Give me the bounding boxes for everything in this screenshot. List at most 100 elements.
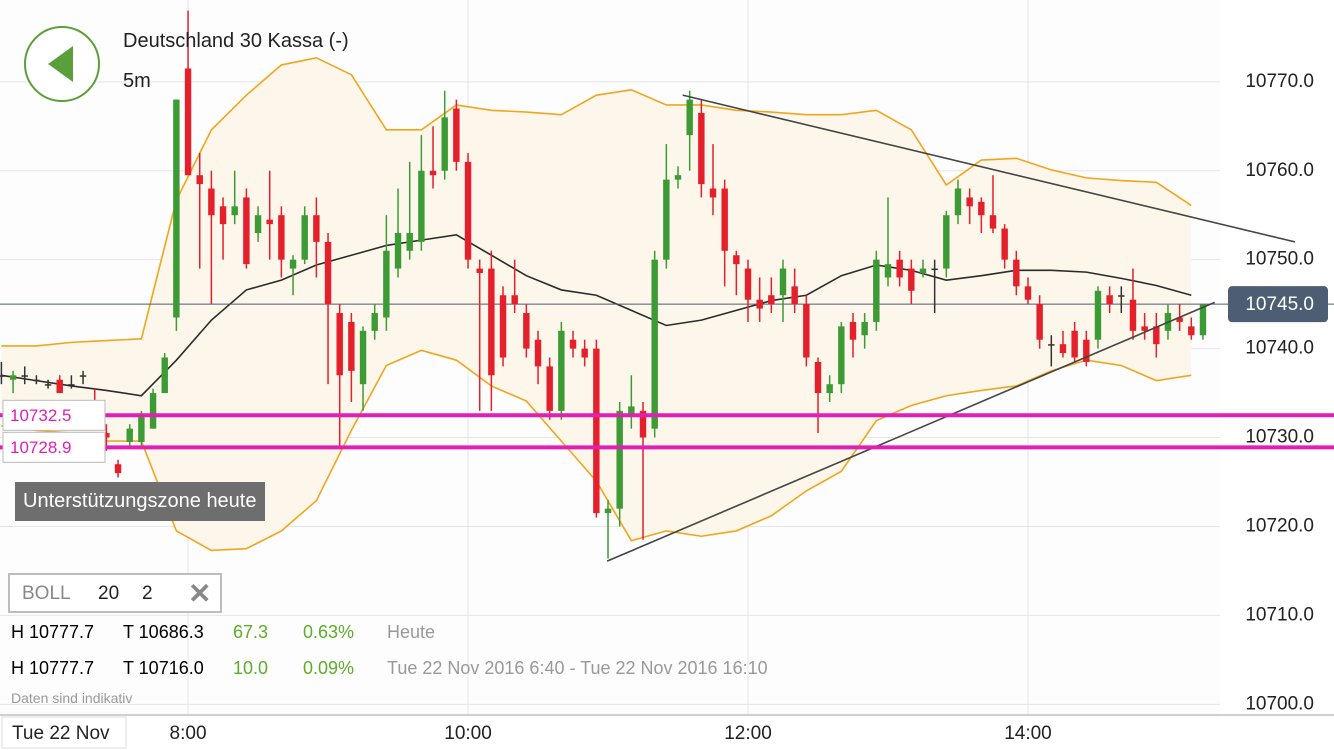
candle-body [698, 112, 705, 185]
candle-body [336, 313, 343, 376]
candle-body [1001, 228, 1008, 260]
candle-body [161, 357, 168, 394]
candle-body [721, 188, 728, 251]
candle-body [418, 170, 425, 242]
trendline [682, 94, 1296, 243]
candle-body [604, 508, 612, 514]
indicator-period: 20 [98, 583, 120, 604]
candle-body [149, 393, 157, 429]
band-middle [1, 233, 1192, 397]
date-box [1, 716, 127, 749]
candle-body [406, 232, 413, 251]
x-axis-strip [0, 716, 1334, 750]
candle-body [1036, 304, 1043, 340]
candle-body [9, 375, 17, 380]
candle-body [138, 415, 145, 442]
candle-body [114, 464, 122, 474]
candle-body [1129, 299, 1137, 331]
candle-body [44, 384, 52, 386]
candle-body [278, 215, 285, 260]
candle-body [674, 175, 682, 180]
current-price-box [1228, 286, 1328, 323]
candle-body [581, 348, 588, 358]
y-tick-label: 10750.0 [1245, 249, 1314, 270]
candle-body [348, 321, 355, 371]
candle-body [126, 428, 133, 442]
candle-body [254, 215, 262, 233]
candle-body [464, 161, 472, 260]
candle-body [243, 197, 250, 265]
candle-body [383, 250, 390, 318]
candle-body [954, 188, 962, 216]
indicator-remove[interactable]: ✕ [188, 578, 212, 609]
candle-body [733, 255, 740, 265]
interval-label[interactable]: 5m [123, 70, 151, 92]
candle-body [651, 259, 658, 429]
candle-body [394, 232, 402, 269]
candle-body [429, 170, 437, 176]
candle-body [791, 286, 798, 305]
candle-body [628, 406, 635, 416]
candle-body [289, 259, 297, 269]
support-zone-annotation: Unterstützungszone heute [15, 482, 265, 521]
candle-body [1153, 326, 1160, 345]
indicator-deviation: 2 [142, 583, 153, 604]
candle-body [908, 268, 915, 291]
candle-body [0, 375, 5, 377]
candle-body [663, 179, 670, 260]
candle-body [68, 384, 75, 386]
candle-body [814, 361, 822, 394]
y-tick-label: 10770.0 [1245, 71, 1314, 92]
stat-period: Heute [387, 622, 436, 642]
stat-high: H 10777.7 [11, 658, 95, 678]
stat-low: T 10716.0 [123, 658, 204, 678]
candle-body [196, 175, 203, 185]
candle-body [873, 259, 880, 322]
candle-body [534, 339, 542, 367]
candle-body [324, 241, 332, 305]
candle-body [313, 215, 320, 242]
candle-body [219, 206, 227, 225]
candle-body [231, 206, 238, 216]
candle-body [593, 348, 600, 514]
y-tick-label: 10720.0 [1245, 515, 1314, 536]
x-tick-label: 14:00 [1004, 723, 1052, 744]
trendline [606, 301, 1215, 562]
candle-body [1176, 317, 1183, 322]
candle-body [569, 339, 577, 349]
candle-body [616, 410, 623, 509]
candle-body [523, 313, 530, 349]
indicator-box[interactable]: BOLL 20 2 ✕ [8, 573, 222, 613]
level-label-box [2, 431, 106, 463]
candle-body [931, 268, 938, 271]
candle-body [21, 375, 28, 377]
candle-body [1094, 290, 1102, 340]
candle-body [896, 259, 903, 278]
back-button[interactable] [24, 26, 100, 102]
candle-body [803, 304, 810, 358]
current-price-label: 10745.0 [1245, 294, 1314, 315]
candle-body [1199, 304, 1207, 336]
candle-body [978, 201, 985, 216]
candle-body [884, 264, 892, 278]
candle-body [173, 99, 180, 318]
stat-change: 10.0 [233, 658, 269, 678]
candle-body [359, 330, 367, 385]
candle-body [1083, 339, 1090, 362]
candle-body [371, 313, 378, 331]
candle-body [1188, 326, 1195, 336]
candle-body [1106, 295, 1113, 305]
y-tick-label: 10710.0 [1245, 604, 1314, 625]
candle-body [441, 117, 448, 171]
stat-change: 67.3 [233, 622, 269, 642]
candle-body [966, 197, 973, 207]
candle-body [208, 188, 215, 216]
candle-body [1141, 326, 1148, 331]
candle-body [266, 219, 273, 225]
candle-body [546, 366, 553, 411]
candle-body [779, 268, 787, 296]
candle-body [499, 295, 507, 358]
candle-body [756, 299, 763, 309]
stat-percent: 0.63% [303, 622, 355, 642]
